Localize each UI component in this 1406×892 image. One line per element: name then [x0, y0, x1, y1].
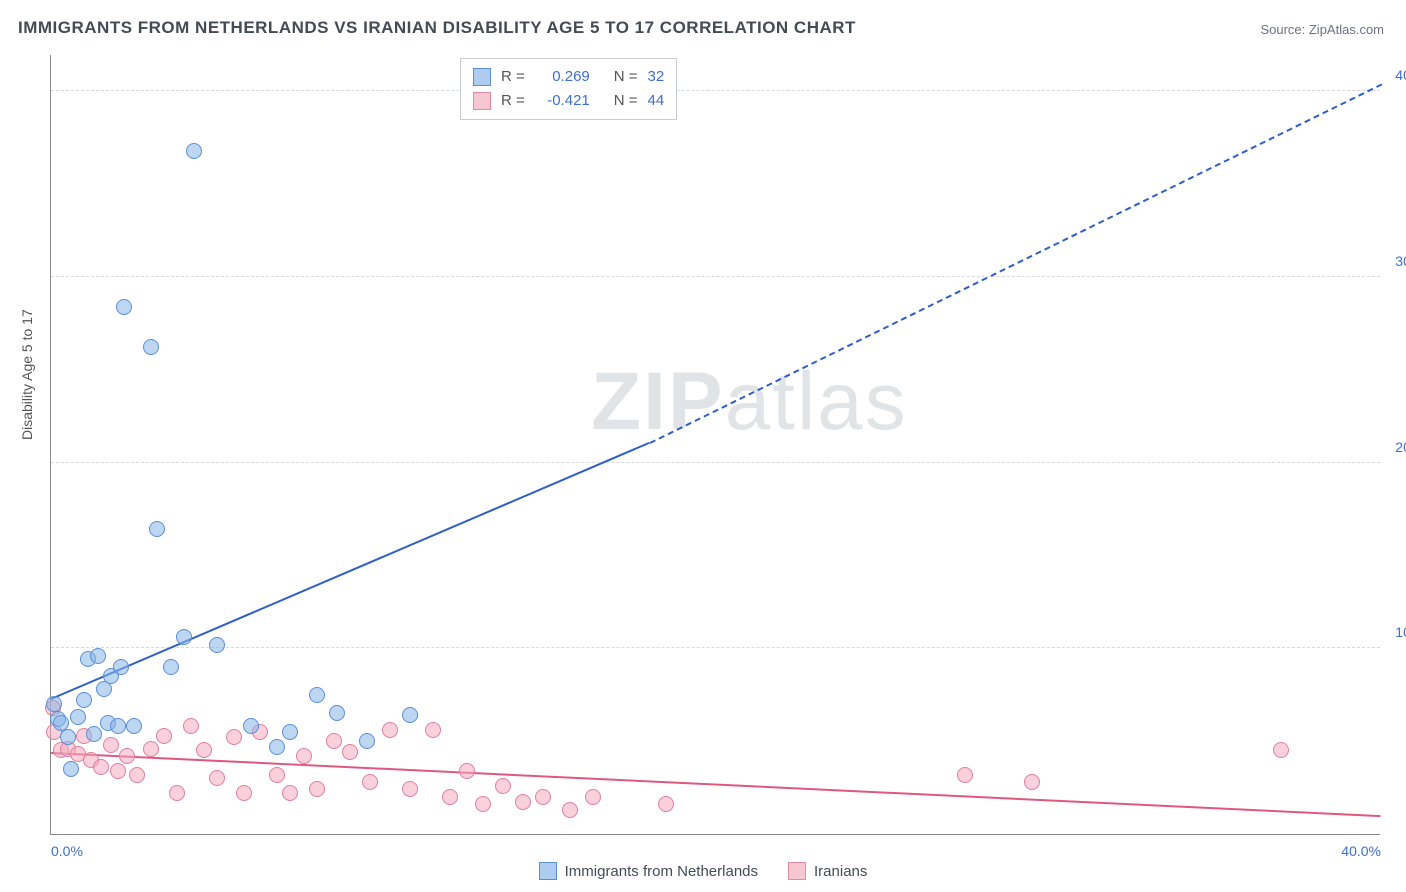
- trend-line: [649, 84, 1381, 444]
- data-point-iranians: [425, 722, 441, 738]
- legend-swatch: [788, 862, 806, 880]
- legend-swatch: [473, 68, 491, 86]
- correlation-legend-box: R = 0.269 N = 32 R = -0.421 N = 44: [460, 58, 677, 120]
- data-point-netherlands: [126, 718, 142, 734]
- data-point-netherlands: [282, 724, 298, 740]
- chart-title: IMMIGRANTS FROM NETHERLANDS VS IRANIAN D…: [18, 18, 856, 38]
- data-point-netherlands: [60, 729, 76, 745]
- watermark: ZIPatlas: [591, 355, 908, 449]
- data-point-netherlands: [76, 692, 92, 708]
- data-point-iranians: [156, 728, 172, 744]
- data-point-netherlands: [176, 629, 192, 645]
- r-label: R =: [501, 89, 525, 113]
- y-tick-label: 30.0%: [1395, 253, 1406, 269]
- legend-series-item: Iranians: [788, 862, 867, 880]
- data-point-iranians: [562, 802, 578, 818]
- data-point-netherlands: [186, 143, 202, 159]
- data-point-netherlands: [90, 648, 106, 664]
- data-point-iranians: [93, 759, 109, 775]
- x-tick-label: 0.0%: [51, 843, 83, 859]
- y-tick-label: 40.0%: [1395, 67, 1406, 83]
- x-tick-label: 40.0%: [1341, 843, 1381, 859]
- data-point-iranians: [362, 774, 378, 790]
- legend-series-label: Immigrants from Netherlands: [565, 863, 758, 880]
- r-value: 0.269: [535, 65, 590, 89]
- data-point-iranians: [236, 785, 252, 801]
- data-point-netherlands: [209, 637, 225, 653]
- data-point-netherlands: [309, 687, 325, 703]
- data-point-iranians: [103, 737, 119, 753]
- n-value: 44: [648, 89, 665, 113]
- legend-correlation-row: R = 0.269 N = 32: [473, 65, 664, 89]
- n-label: N =: [614, 89, 638, 113]
- data-point-netherlands: [113, 659, 129, 675]
- data-point-iranians: [475, 796, 491, 812]
- data-point-netherlands: [110, 718, 126, 734]
- data-point-iranians: [282, 785, 298, 801]
- data-point-netherlands: [149, 521, 165, 537]
- series-legend: Immigrants from Netherlands Iranians: [0, 862, 1406, 880]
- data-point-iranians: [535, 789, 551, 805]
- trend-line: [51, 442, 650, 700]
- data-point-iranians: [326, 733, 342, 749]
- data-point-iranians: [957, 767, 973, 783]
- data-point-iranians: [196, 742, 212, 758]
- data-point-netherlands: [359, 733, 375, 749]
- trend-line: [51, 752, 1381, 817]
- y-axis-title: Disability Age 5 to 17: [19, 309, 35, 440]
- n-value: 32: [648, 65, 665, 89]
- data-point-iranians: [459, 763, 475, 779]
- data-point-iranians: [495, 778, 511, 794]
- legend-swatch: [473, 92, 491, 110]
- y-tick-label: 20.0%: [1395, 439, 1406, 455]
- n-label: N =: [614, 65, 638, 89]
- data-point-iranians: [1273, 742, 1289, 758]
- y-tick-label: 10.0%: [1395, 624, 1406, 640]
- gridline: [51, 462, 1380, 463]
- gridline: [51, 276, 1380, 277]
- legend-swatch: [539, 862, 557, 880]
- data-point-iranians: [296, 748, 312, 764]
- data-point-iranians: [183, 718, 199, 734]
- data-point-iranians: [129, 767, 145, 783]
- r-label: R =: [501, 65, 525, 89]
- data-point-iranians: [382, 722, 398, 738]
- data-point-iranians: [402, 781, 418, 797]
- data-point-iranians: [1024, 774, 1040, 790]
- data-point-iranians: [309, 781, 325, 797]
- data-point-iranians: [585, 789, 601, 805]
- data-point-netherlands: [63, 761, 79, 777]
- data-point-netherlands: [243, 718, 259, 734]
- data-point-iranians: [119, 748, 135, 764]
- data-point-iranians: [209, 770, 225, 786]
- data-point-iranians: [143, 741, 159, 757]
- data-point-netherlands: [46, 696, 62, 712]
- data-point-iranians: [515, 794, 531, 810]
- data-point-iranians: [658, 796, 674, 812]
- data-point-iranians: [269, 767, 285, 783]
- data-point-netherlands: [53, 715, 69, 731]
- data-point-iranians: [169, 785, 185, 801]
- data-point-iranians: [110, 763, 126, 779]
- gridline: [51, 90, 1380, 91]
- data-point-netherlands: [116, 299, 132, 315]
- legend-series-item: Immigrants from Netherlands: [539, 862, 758, 880]
- data-point-netherlands: [143, 339, 159, 355]
- data-point-netherlands: [329, 705, 345, 721]
- data-point-iranians: [342, 744, 358, 760]
- gridline: [51, 647, 1380, 648]
- data-point-iranians: [226, 729, 242, 745]
- data-point-iranians: [442, 789, 458, 805]
- data-point-netherlands: [402, 707, 418, 723]
- chart-plot-area: ZIPatlas 10.0%20.0%30.0%40.0%0.0%40.0%: [50, 55, 1380, 835]
- data-point-netherlands: [269, 739, 285, 755]
- data-point-netherlands: [70, 709, 86, 725]
- source-attribution: Source: ZipAtlas.com: [1260, 22, 1384, 37]
- legend-correlation-row: R = -0.421 N = 44: [473, 89, 664, 113]
- legend-series-label: Iranians: [814, 863, 867, 880]
- data-point-netherlands: [86, 726, 102, 742]
- data-point-netherlands: [163, 659, 179, 675]
- r-value: -0.421: [535, 89, 590, 113]
